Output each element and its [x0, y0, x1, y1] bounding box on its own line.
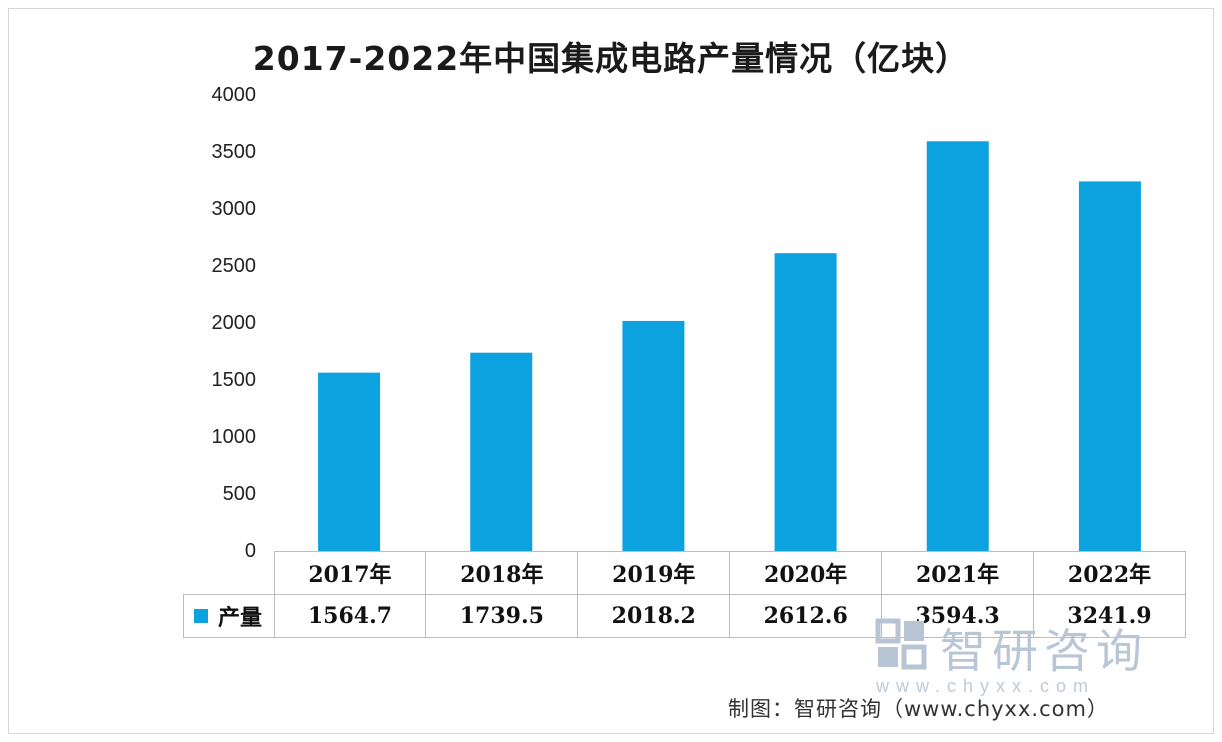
- watermark-logo-icon: [875, 618, 927, 670]
- y-tick-label: 3000: [211, 198, 257, 220]
- chart-title: 2017-2022年中国集成电路产量情况（亿块）: [252, 39, 970, 78]
- bar: [1078, 181, 1141, 551]
- bar: [470, 352, 533, 551]
- data-table: 2017年 2018年 2019年 2020年 2021年 2022年 产量 1…: [183, 551, 1186, 638]
- y-tick-label: 4000: [211, 84, 257, 106]
- category-label: 2019年: [577, 551, 731, 595]
- y-tick-label: 2000: [211, 312, 257, 334]
- value-label: 3594.3: [881, 594, 1035, 638]
- category-label: 2018年: [425, 551, 579, 595]
- value-label: 3241.9: [1033, 594, 1186, 638]
- category-label: 2020年: [729, 551, 883, 595]
- table-corner: [183, 551, 275, 595]
- chart-credit: 制图：智研咨询（www.chyxx.com）: [728, 697, 1109, 721]
- category-label: 2021年: [881, 551, 1035, 595]
- category-row: 2017年 2018年 2019年 2020年 2021年 2022年: [183, 551, 1186, 595]
- category-label: 2022年: [1033, 551, 1186, 595]
- bar: [318, 372, 381, 551]
- bar: [622, 320, 685, 551]
- value-label: 2018.2: [577, 594, 731, 638]
- watermark-url: www.chyxx.com: [876, 676, 1096, 696]
- value-label: 1739.5: [425, 594, 579, 638]
- y-tick-label: 3500: [211, 141, 257, 163]
- watermark: 智研咨询: [874, 615, 1194, 678]
- value-label: 2612.6: [729, 594, 883, 638]
- y-tick-label: 0: [244, 540, 256, 562]
- legend-entry: 产量: [183, 594, 275, 638]
- bar: [926, 141, 989, 551]
- watermark-brand: 智研咨询: [940, 624, 1148, 678]
- bar: [774, 253, 837, 551]
- legend-swatch: [194, 609, 208, 623]
- value-label: 1564.7: [273, 594, 427, 638]
- y-tick-label: 1500: [211, 369, 257, 391]
- y-tick-label: 1000: [211, 426, 257, 448]
- legend-label: 产量: [218, 605, 263, 631]
- value-row: 产量 1564.7 1739.5 2018.2 2612.6 3594.3 32…: [183, 594, 1186, 638]
- y-tick-label: 500: [222, 483, 256, 505]
- category-label: 2017年: [273, 551, 427, 595]
- y-tick-label: 2500: [211, 255, 257, 277]
